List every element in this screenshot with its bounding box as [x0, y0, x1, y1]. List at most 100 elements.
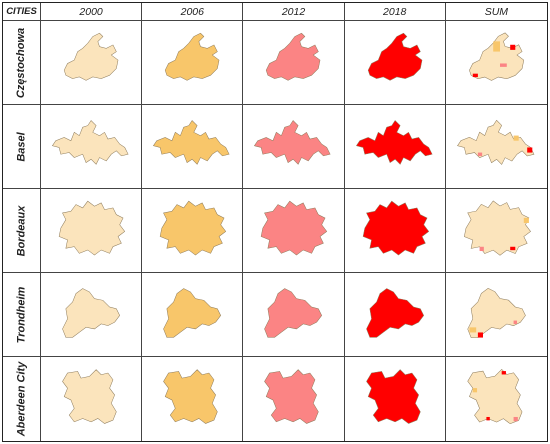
urban-area-shape [362, 200, 429, 256]
urban-footprint-map [264, 369, 320, 424]
urban-area-shape [163, 288, 222, 338]
growth-patch [509, 246, 516, 251]
map-aberdeen-2000 [41, 357, 143, 441]
urban-footprint-map [264, 288, 323, 338]
city-label-czestochowa: Częstochowa [3, 21, 41, 105]
growth-patch [513, 135, 519, 141]
urban-area-shape [456, 119, 535, 165]
map-czestochowa-2000 [41, 21, 143, 105]
urban-footprint-map [163, 369, 218, 424]
map-aberdeen-sum [446, 357, 547, 441]
urban-footprint-map [266, 32, 321, 81]
urban-footprint-map [62, 369, 117, 424]
urban-footprint-map [160, 200, 227, 256]
map-basel-2012 [243, 105, 345, 189]
map-trondheim-2012 [243, 273, 345, 357]
header-year-2006: 2006 [142, 3, 244, 21]
map-basel-2006 [142, 105, 244, 189]
city-name: Basel [15, 131, 28, 162]
map-bordeaux-sum [445, 189, 547, 273]
growth-patch [501, 371, 506, 375]
urban-footprint-map [58, 200, 126, 256]
urban-footprint-map [163, 288, 222, 338]
header-cities: CITIES [3, 3, 41, 21]
urban-area-shape [62, 369, 117, 424]
city-name: Trondheim [15, 286, 28, 343]
urban-footprint-map [362, 200, 429, 256]
growth-patch [513, 320, 517, 324]
city-label-aberdeen: Aberdeen City [3, 357, 41, 441]
map-aberdeen-2012 [243, 357, 345, 441]
urban-footprint-map [165, 32, 220, 81]
growth-patch [492, 41, 500, 52]
map-aberdeen-2018 [345, 357, 446, 441]
urban-footprint-map [261, 200, 328, 256]
urban-footprint-map [456, 119, 535, 165]
urban-footprint-map [365, 288, 424, 338]
map-bordeaux-2018 [344, 189, 446, 273]
map-basel-2018 [344, 105, 446, 189]
urban-area-shape [266, 32, 321, 81]
growth-patch [477, 152, 482, 156]
map-trondheim-2000 [41, 273, 143, 357]
growth-patch [479, 246, 484, 252]
map-basel-2000 [41, 105, 143, 189]
urban-area-shape [153, 120, 230, 165]
header-year-2000: 2000 [41, 3, 143, 21]
growth-patch [486, 416, 490, 421]
urban-footprint-map [153, 120, 230, 165]
urban-footprint-map [468, 32, 524, 81]
urban-footprint-map [63, 32, 119, 81]
map-czestochowa-2018 [344, 21, 446, 105]
growth-patch [509, 44, 516, 50]
urban-area-shape [51, 120, 129, 165]
header-year-2018: 2018 [344, 3, 446, 21]
growth-patch [472, 388, 477, 393]
map-trondheim-2006 [142, 273, 244, 357]
header-sum: SUM [445, 3, 547, 21]
map-trondheim-sum [445, 273, 547, 357]
urban-area-shape [467, 287, 526, 338]
urban-area-shape [264, 369, 320, 424]
urban-area-shape [264, 288, 323, 338]
urban-area-shape [355, 120, 433, 165]
map-aberdeen-2006 [142, 357, 244, 441]
urban-footprint-map [365, 369, 421, 424]
urban-footprint-map [463, 200, 531, 256]
urban-footprint-map [51, 120, 129, 165]
map-basel-sum [445, 105, 547, 189]
map-czestochowa-2006 [142, 21, 244, 105]
urban-area-shape [261, 200, 328, 256]
map-bordeaux-2006 [142, 189, 244, 273]
map-trondheim-2018 [344, 273, 446, 357]
urban-area-shape [160, 200, 227, 256]
urban-area-shape [463, 200, 531, 256]
urban-footprint-map [467, 287, 526, 338]
city-name: Bordeaux [15, 205, 28, 256]
urban-footprint-map [467, 369, 523, 425]
urban-area-shape [468, 32, 524, 81]
city-name: Częstochowa [15, 27, 28, 98]
growth-patch [472, 73, 478, 78]
urban-footprint-map [355, 120, 433, 165]
city-label-basel: Basel [3, 105, 41, 189]
urban-footprint-map [254, 120, 331, 165]
urban-area-shape [365, 369, 421, 424]
urban-area-shape [62, 288, 121, 338]
growth-patch [526, 147, 533, 153]
map-bordeaux-2000 [41, 189, 143, 273]
urban-area-shape [163, 369, 218, 424]
growth-patch [469, 327, 476, 333]
city-label-trondheim: Trondheim [3, 273, 41, 357]
urban-area-shape [254, 120, 331, 165]
header-year-2012: 2012 [243, 3, 345, 21]
urban-area-shape [367, 32, 422, 81]
map-bordeaux-2012 [243, 189, 345, 273]
urban-area-shape [63, 32, 119, 81]
map-czestochowa-2012 [243, 21, 345, 105]
growth-patch [523, 217, 529, 223]
urban-area-shape [58, 200, 126, 256]
map-czestochowa-sum [445, 21, 547, 105]
growth-patch [513, 416, 518, 422]
